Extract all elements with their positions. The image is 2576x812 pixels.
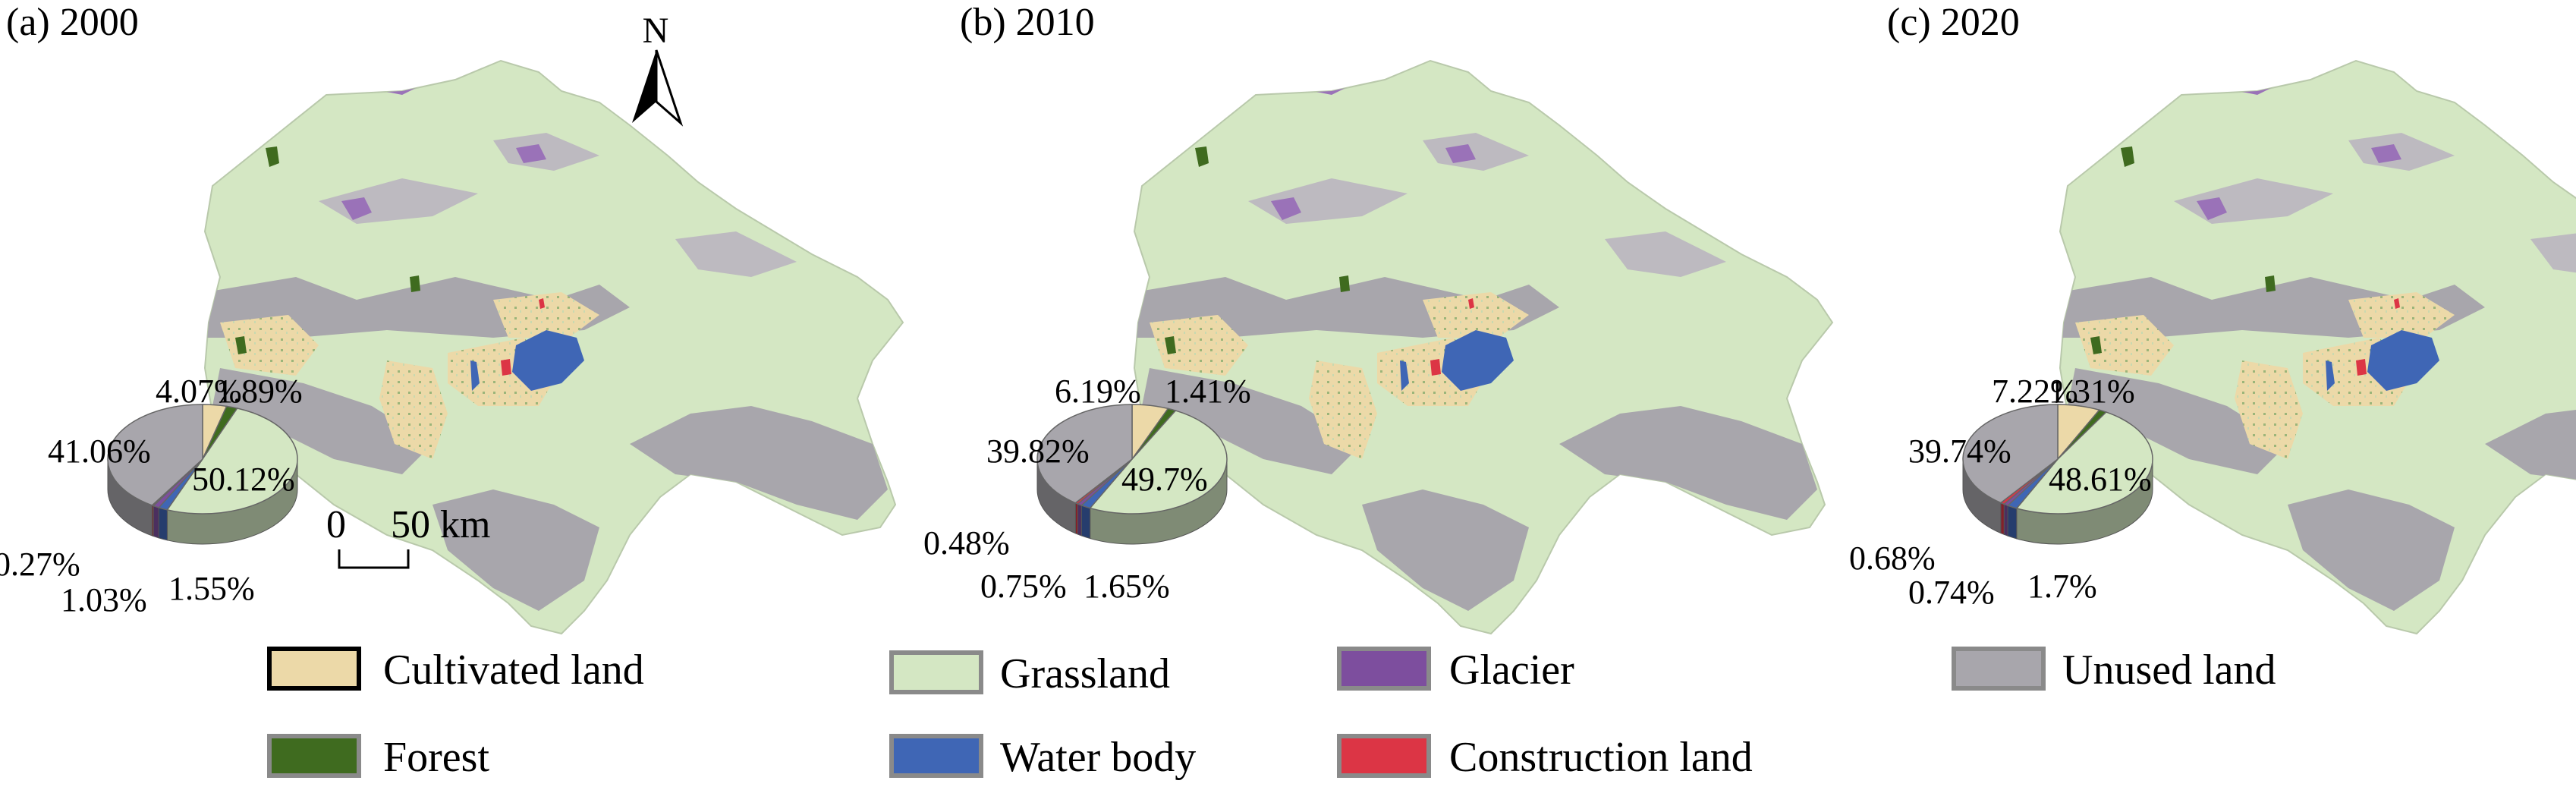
pie-label-construction: 0.68% (1849, 540, 1936, 577)
map-panel: (c) 2020 7.22%1.31% 48.61% 1.7% 0.74%0.68% 39… (1849, 1, 2576, 634)
legend-swatch (889, 650, 983, 694)
pie-label-grassland: 50.12% (192, 461, 295, 498)
map-panel: (b) 2010 6.19% 1.41% 49.7% 1.65% 0.75% 0.48% 39… (923, 1, 1832, 634)
panel-title: (a) 2000 (6, 1, 139, 44)
pie-chart (107, 404, 298, 545)
legend-item-cultivated: Cultivated land (267, 647, 644, 694)
pie-label-cultivated: 7.22% (1992, 373, 2078, 410)
pie-label-unused: 41.06% (48, 433, 151, 470)
pie-label-glacier: 0.74% (1908, 574, 1995, 611)
panels: (a) 2000 4.07%1.89% 50.12% 1.55% 1.03%0.27% 4… (0, 1, 2576, 634)
legend-swatch (1337, 734, 1431, 778)
legend: Cultivated land Grassland Glacier Unused la… (267, 647, 2276, 781)
pie-slice-side-glacier (1077, 503, 1082, 537)
pie-slice-side-glacier (2003, 503, 2008, 537)
pie-label-water: 1.65% (1084, 568, 1170, 605)
legend-label: Glacier (1449, 647, 1574, 694)
pie-slice-side-water (158, 507, 168, 541)
legend-item-water: Water body (889, 734, 1196, 781)
pie-label-cultivated: 4.07% (156, 373, 242, 410)
pie-slice-side-water (1080, 505, 1091, 540)
region-map (2060, 61, 2576, 634)
pie-slice-grassland (2015, 411, 2153, 515)
pie-slice-unused (1962, 404, 2059, 504)
scale-bar-line (338, 549, 410, 569)
legend-swatch (889, 734, 983, 778)
legend-item-construction: Construction land (1337, 734, 1753, 781)
pie-slice-grassland (166, 408, 298, 515)
north-arrow-label: N (643, 11, 669, 51)
pie-label-cultivated: 6.19% (1055, 373, 1141, 410)
scale-bar-value: 50 km (391, 503, 490, 546)
legend-swatch (1952, 647, 2046, 691)
legend-label: Unused land (2062, 647, 2276, 694)
legend-item-unused: Unused land (1952, 647, 2276, 694)
scale-bar-zero: 0 (326, 503, 346, 546)
panel-title: (c) 2020 (1887, 1, 2020, 44)
north-arrow-icon (632, 50, 656, 123)
pie-slice-unused (1036, 404, 1133, 504)
region-map (1134, 61, 1832, 634)
pie-chart (1962, 404, 2153, 545)
legend-item-forest: Forest (267, 734, 489, 781)
pie-label-construction: 0.48% (923, 524, 1010, 562)
legend-label: Water body (1000, 734, 1196, 781)
pie-label-grassland: 48.61% (2049, 461, 2152, 498)
pie-label-water: 1.55% (168, 570, 255, 607)
legend-label: Construction land (1449, 734, 1753, 781)
north-arrow: N (632, 11, 684, 127)
pie-label-forest: 1.41% (1165, 373, 1251, 410)
pie-label-glacier: 0.75% (980, 568, 1067, 605)
pie-label-forest: 1.89% (216, 373, 303, 410)
pie-label-water: 1.7% (2027, 568, 2097, 605)
legend-swatch (267, 647, 361, 691)
pie-slice-unused (107, 404, 203, 506)
pie-slice-side-water (2007, 505, 2018, 540)
pie-label-unused: 39.82% (986, 433, 1090, 470)
pie-label-construction: 0.27% (0, 546, 80, 583)
legend-label: Grassland (1000, 650, 1170, 697)
map-panel: (a) 2000 4.07%1.89% 50.12% 1.55% 1.03%0.27% 4… (0, 1, 903, 634)
pie-label-glacier: 1.03% (61, 581, 147, 618)
panel-title: (b) 2010 (960, 1, 1095, 44)
legend-item-glacier: Glacier (1337, 647, 1574, 694)
pie-slice-grassland (1089, 410, 1228, 515)
legend-label: Forest (383, 734, 489, 781)
pie-label-forest: 1.31% (2049, 373, 2135, 410)
legend-swatch (267, 734, 361, 778)
pie-slice-side-construction (2000, 502, 2005, 536)
legend-label: Cultivated land (383, 647, 644, 694)
north-arrow-icon-outline (655, 49, 684, 127)
legend-item-grassland: Grassland (889, 650, 1170, 697)
scale-bar: 0 50 km (326, 503, 490, 569)
pie-slice-side-glacier (153, 505, 159, 539)
pie-label-unused: 39.74% (1908, 433, 2011, 470)
legend-swatch (1337, 647, 1431, 691)
pie-label-grassland: 49.7% (1121, 461, 1208, 498)
region-map (205, 61, 903, 634)
pie-chart (1036, 404, 1228, 545)
